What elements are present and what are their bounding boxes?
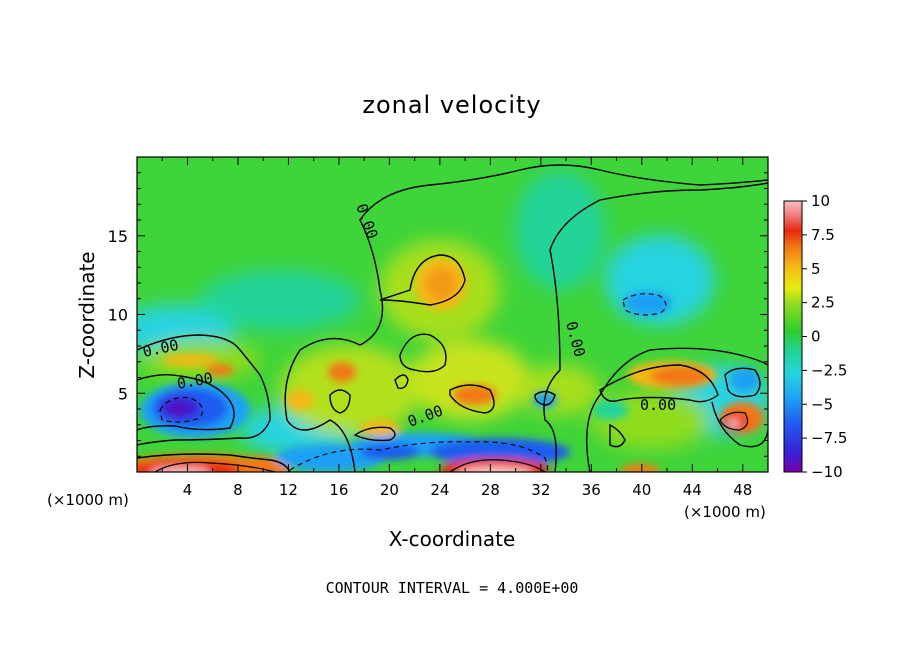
x-tick-label: 16 (329, 481, 348, 499)
colorbar-tick-label: 2.5 (811, 294, 835, 312)
y-axis-title: Z-coordinate (75, 251, 99, 378)
x-unit-label-left: (×1000 m) (47, 491, 129, 509)
x-tick-label: 36 (582, 481, 601, 499)
positive-contours (154, 411, 749, 472)
x-tick-label: 32 (531, 481, 550, 499)
x-tick-label: 40 (632, 481, 651, 499)
x-tick-label: 4 (183, 481, 193, 499)
colorbar-tick-label: −2.5 (811, 361, 847, 379)
y-tick-label: 10 (108, 306, 128, 325)
colorbar-tick-label: −5 (811, 395, 833, 413)
colorbar-tick-label: −7.5 (811, 429, 847, 447)
colorbar-tick-label: 0 (811, 328, 821, 346)
colorbar-tick-label: −10 (811, 463, 843, 481)
x-tick-label: 24 (430, 481, 449, 499)
x-tick-label: 44 (683, 481, 702, 499)
zero-contours (137, 164, 768, 472)
negative-contours (159, 293, 667, 472)
x-tick-label: 8 (233, 481, 243, 499)
chart-title: zonal velocity (362, 91, 541, 119)
x-tick-label: 12 (279, 481, 298, 499)
contour-label: 0.00 (640, 396, 676, 414)
x-axis-title: X-coordinate (389, 527, 516, 551)
colorbar-tick-label: 10 (811, 192, 830, 210)
colorbar-ticks: 10 7.5 5 2.5 0 −2.5 −5 −7.5 −10 (802, 192, 847, 481)
x-axis: 4 8 12 16 20 24 28 32 36 40 44 48 (161, 157, 752, 499)
x-tick-label: 20 (380, 481, 399, 499)
contour-interval-note: CONTOUR INTERVAL = 4.000E+00 (326, 579, 579, 597)
y-tick-label: 5 (118, 384, 128, 403)
colorbar-tick-label: 7.5 (811, 226, 835, 244)
x-unit-label-right: (×1000 m) (684, 503, 766, 521)
x-tick-label: 28 (481, 481, 500, 499)
heatmap-field (137, 157, 768, 472)
y-axis: 5 10 15 (108, 172, 768, 457)
x-tick-label: 48 (733, 481, 752, 499)
contour-label: 0.00 (176, 369, 215, 393)
y-tick-label: 15 (108, 227, 128, 246)
colorbar (783, 200, 803, 473)
colorbar-tick-label: 5 (811, 260, 821, 278)
